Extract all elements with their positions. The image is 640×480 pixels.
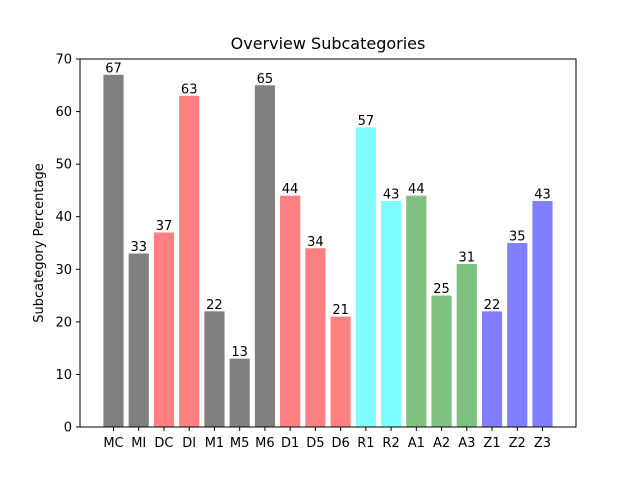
bar-r1 [355,127,376,427]
data-label-z2: 35 [509,230,526,245]
data-label-d1: 44 [282,182,299,197]
data-label-a1: 44 [408,182,425,197]
bar-m5 [229,358,250,427]
x-tick-label-z3: Z3 [534,436,551,451]
data-label-di: 63 [181,82,198,97]
x-tick-label-d5: D5 [306,436,324,451]
y-tick-label: 50 [55,158,72,173]
bar-m1 [204,311,225,427]
y-tick-label: 70 [55,53,72,68]
bar-a1 [406,195,427,427]
x-tick-label-mi: MI [131,436,146,451]
data-label-d5: 34 [307,235,324,250]
x-tick-label-di: DI [182,436,196,451]
bar-d1 [280,195,301,427]
bar-d6 [330,316,351,427]
x-tick-label-z2: Z2 [509,436,526,451]
y-tick-label: 30 [55,263,72,278]
data-label-a3: 31 [459,251,476,266]
bar-mi [128,253,149,427]
bar-z1 [481,311,503,427]
bar-r2 [380,200,402,427]
x-tick-label-r1: R1 [357,436,374,451]
y-axis-ticks: 0 10 20 30 40 50 60 70 [55,53,80,436]
y-tick-label: 10 [55,368,72,383]
chart-title: Overview Subcategories [231,34,426,53]
y-tick-label: 60 [55,105,72,120]
data-label-m1: 22 [206,298,223,313]
bar-di [179,95,200,428]
data-label-d6: 21 [332,303,349,318]
bars-group [103,74,553,428]
plot-area-frame [79,58,577,428]
x-tick-label-mc: MC [103,436,123,451]
x-tick-label-z1: Z1 [483,436,500,451]
x-tick-label-m1: M1 [205,436,225,451]
x-tick-label-dc: DC [154,436,173,451]
data-label-dc: 37 [156,219,173,234]
bar-a2 [431,295,452,427]
x-tick-label-m5: M5 [230,436,250,451]
y-axis-label: Subcategory Percentage [32,163,47,322]
bar-m6 [254,85,276,428]
data-label-a2: 25 [433,282,450,297]
x-tick-label-d1: D1 [281,436,299,451]
data-label-z3: 43 [534,187,551,202]
data-label-mc: 67 [105,61,122,76]
x-axis-ticks: MC MI DC DI M1 M5 M6 D1 D5 D6 R1 R2 A1 A2 A3 Z1 Z2 Z3 [103,427,551,451]
bar-mc [103,74,124,428]
data-label-r1: 57 [358,114,375,129]
x-tick-label-a1: A1 [408,436,425,451]
x-tick-label-m6: M6 [255,436,275,451]
bar-d5 [305,248,326,427]
x-tick-label-d6: D6 [331,436,349,451]
bar-z3 [532,200,553,427]
bar-dc [153,232,175,427]
bar-z2 [507,243,528,427]
data-label-mi: 33 [130,240,147,255]
data-label-z1: 22 [484,298,501,313]
data-label-m6: 65 [257,72,274,87]
data-label-m5: 13 [231,345,248,360]
bar-a3 [456,264,477,427]
y-tick-label: 40 [55,210,72,225]
x-tick-label-r2: R2 [382,436,399,451]
data-label-r2: 43 [383,187,400,202]
y-tick-label: 20 [55,315,72,330]
x-tick-label-a2: A2 [433,436,450,451]
x-tick-label-a3: A3 [458,436,475,451]
data-labels-group: 67 33 37 63 22 13 65 44 34 21 57 43 44 25 31 22 35 43 [105,61,551,360]
y-tick-label: 0 [64,421,72,436]
